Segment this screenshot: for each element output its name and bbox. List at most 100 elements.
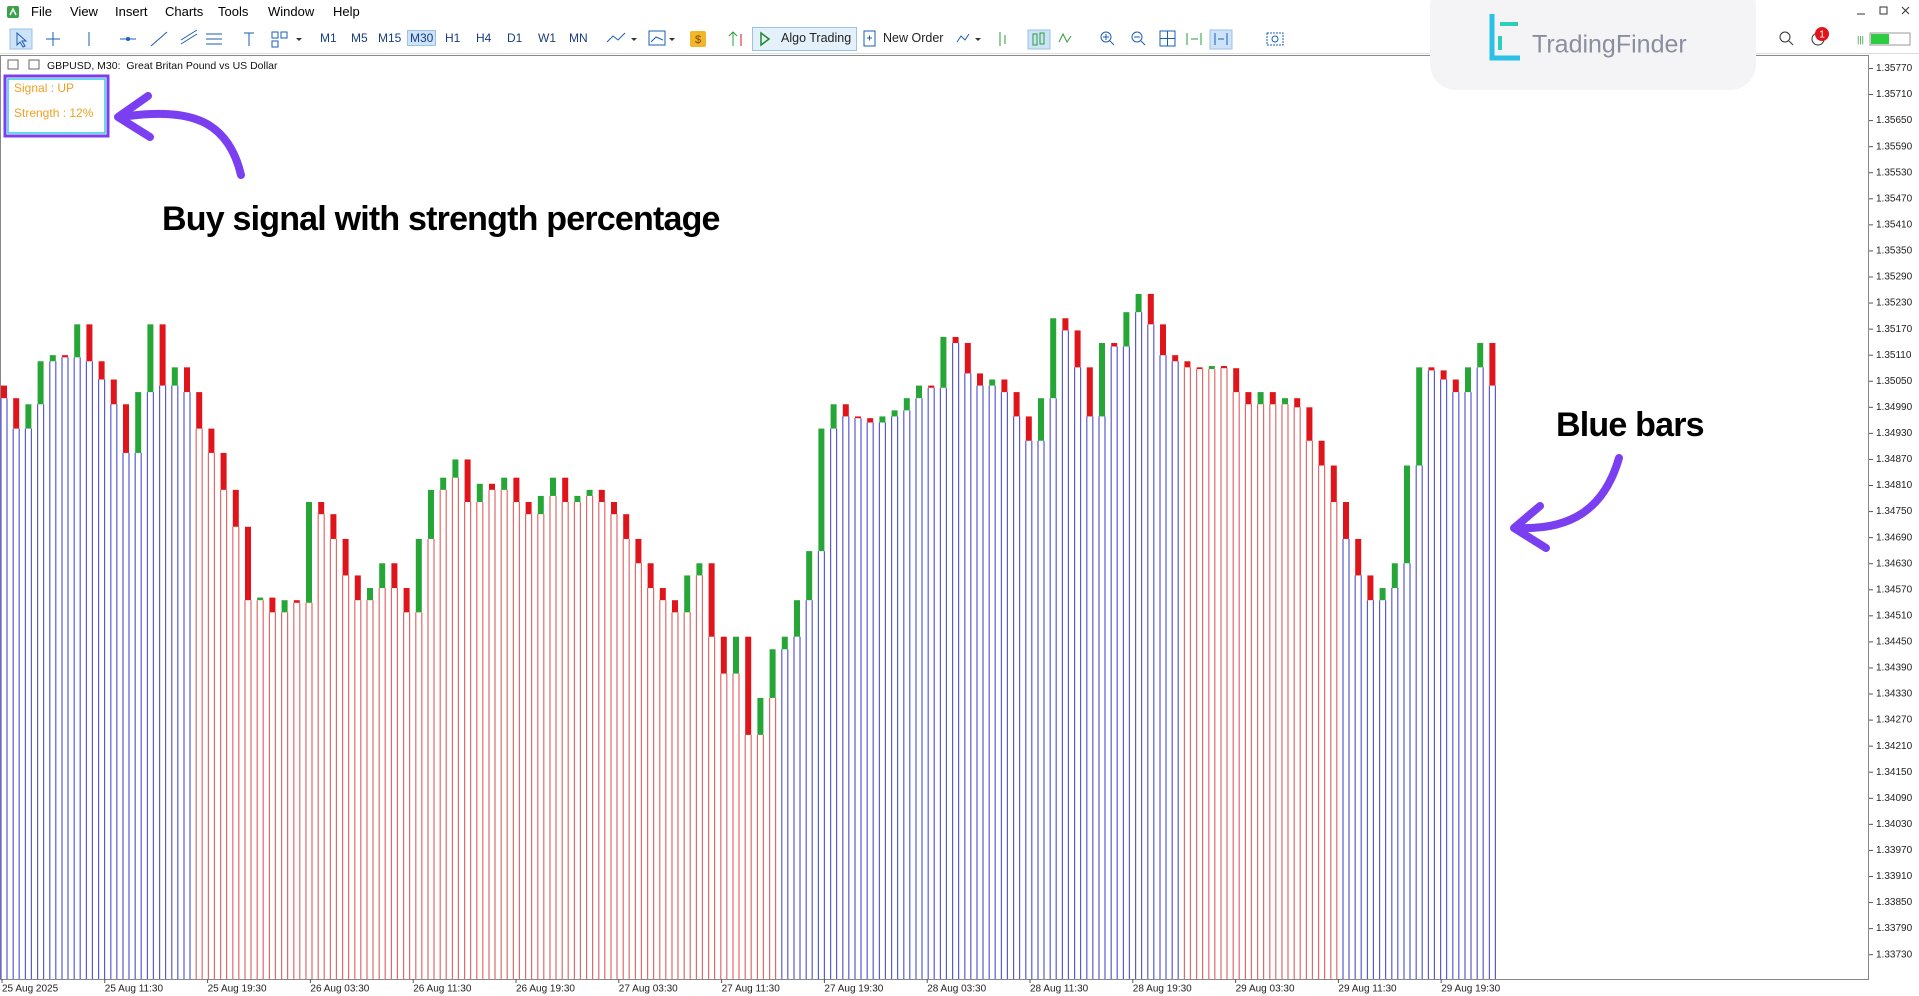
menu-item[interactable]: Charts [165,4,204,19]
y-tick-label: 1.34450 [1876,637,1913,648]
chart-icon [28,59,40,70]
y-tick-label: 1.35110 [1876,350,1912,361]
candle-body [964,343,971,374]
timeframe[interactable]: D1 [507,31,523,45]
candle-body [940,336,947,388]
y-tick-label: 1.33970 [1876,845,1913,856]
candle-body [342,538,349,576]
new-order-button[interactable]: New Order [883,31,944,45]
timeframe[interactable]: H4 [476,31,492,45]
y-tick-label: 1.34210 [1876,741,1913,752]
y-tick-label: 1.35650 [1876,115,1913,126]
algo-trading-button[interactable]: Algo Trading [781,31,852,45]
candle-body [818,428,825,552]
strength-label: Strength : 12% [14,106,94,120]
candle-body [574,495,581,503]
timeframe[interactable]: M5 [351,31,368,45]
y-tick-label: 1.35590 [1876,141,1913,152]
candle-body [806,551,813,601]
candle-body [367,588,373,601]
view-tools[interactable] [955,28,1285,50]
menu-item[interactable]: Help [333,4,360,19]
y-tick-label: 1.34990 [1876,402,1913,413]
y-tick-label: 1.33850 [1876,897,1913,908]
candle-body [86,324,93,362]
candle-body [635,538,642,564]
y-tick-label: 1.33730 [1876,949,1913,960]
candle-body [281,600,288,613]
drawing-tools[interactable] [8,28,308,50]
svg-text:$: $ [695,34,701,46]
notification-badge[interactable]: 1 [1814,26,1830,42]
bars-layer [0,293,1497,979]
candle-body [1477,343,1484,368]
candle-body [1099,343,1105,417]
x-tick-label: 28 Aug 03:30 [927,984,986,995]
signal-label: Signal : UP [14,81,74,95]
candle-body [855,416,861,419]
candle-body [1123,312,1130,347]
menu-item[interactable]: Window [268,4,315,19]
y-tick-label: 1.35530 [1876,167,1913,178]
candle-body [1367,575,1374,601]
candle-body [916,385,922,399]
y-tick-label: 1.35230 [1876,298,1913,309]
candle-body [562,477,569,503]
y-tick-label: 1.34330 [1876,689,1913,700]
menu-item[interactable]: Tools [218,4,249,19]
timeframe[interactable]: M15 [378,31,402,45]
candle-body [403,588,410,613]
chart-icon [7,59,19,70]
candle-body [184,367,190,393]
timeframe[interactable]: M30 [406,30,437,46]
candle-body [196,392,203,429]
y-tick-label: 1.35410 [1876,219,1913,230]
candle-body [1306,407,1313,441]
y-tick-label: 1.35470 [1876,193,1913,204]
y-tick-label: 1.35050 [1876,376,1913,387]
candle-body [867,418,874,423]
menu-item[interactable]: File [31,4,52,19]
algo-button-bg[interactable] [752,27,857,51]
window-controls[interactable] [1855,4,1915,18]
candle-body [391,563,398,589]
timeframe[interactable]: H1 [445,31,461,45]
candle-body [1147,293,1154,325]
candle-body [159,324,166,386]
candle-body [464,459,471,503]
candle-body [415,538,422,613]
notification-count: 1 [1819,30,1825,41]
y-tick-label: 1.34090 [1876,793,1913,804]
candle-body [1257,392,1264,405]
candle-body [1025,416,1032,441]
candle-body [1343,502,1349,539]
candle-body [696,563,703,576]
annotation: Blue bars [1556,406,1704,444]
candle-body [1,385,7,399]
timeframe[interactable]: M1 [320,31,337,45]
candle-body [1379,588,1386,601]
candle-body [1318,440,1325,466]
x-tick-label: 27 Aug 03:30 [619,984,678,995]
candle-body [550,477,556,496]
timeframe[interactable]: W1 [538,31,556,45]
timeframe[interactable]: MN [569,31,588,45]
y-tick-label: 1.35770 [1876,63,1913,74]
chart-tools[interactable]: $ [605,28,755,50]
candle-body [891,410,898,417]
candle-body [501,477,508,490]
candle-body [745,636,752,735]
candle-body [684,575,691,613]
candle-body [135,392,142,453]
y-tick-label: 1.35170 [1876,324,1913,335]
y-tick-label: 1.34390 [1876,663,1913,674]
candle-body [245,526,251,601]
candle-body [379,563,386,589]
menu-item[interactable]: View [70,4,98,19]
candle-body [1074,330,1081,368]
x-tick-label: 26 Aug 03:30 [310,984,369,995]
candle-body [842,404,849,417]
candle-body [62,355,68,358]
candle-body [1294,398,1301,408]
menu-item[interactable]: Insert [115,4,148,19]
